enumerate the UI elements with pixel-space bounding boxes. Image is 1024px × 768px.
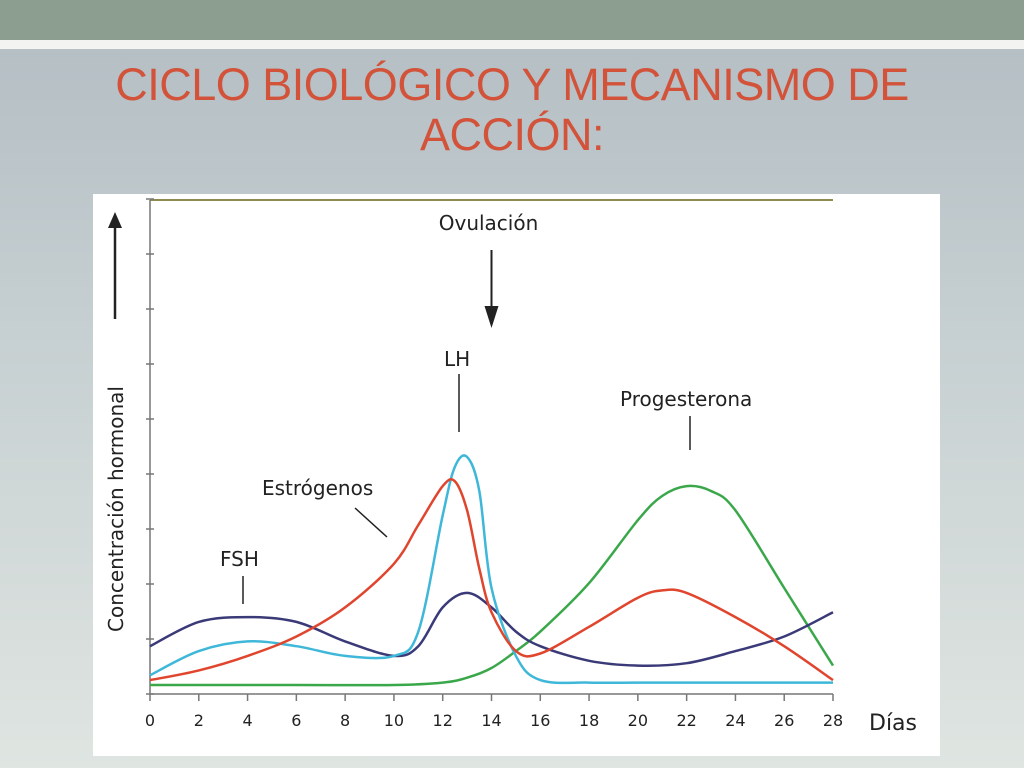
x-tick-label: 26 <box>774 711 794 730</box>
x-tick-label: 18 <box>579 711 599 730</box>
ovulation-arrow-icon <box>484 306 499 328</box>
series-line-progesterona <box>149 484 835 687</box>
hormone-cycle-chart: 0 2 4 6 8 10 12 14 16 18 20 22 24 26 28 Concentración … <box>104 198 917 736</box>
x-tick-label: 24 <box>725 711 745 730</box>
y-axis-ticks <box>146 198 154 695</box>
x-tick-label: 6 <box>291 711 301 730</box>
slide-title: CICLO BIOLÓGICO Y MECANISMO DE ACCIÓN: <box>40 60 984 160</box>
estrogenos-leader-line <box>354 507 388 538</box>
top-accent-bar <box>0 0 1024 40</box>
x-tick-label: 0 <box>145 711 155 730</box>
x-tick-label: 8 <box>340 711 350 730</box>
series-layer <box>149 454 835 687</box>
series-label-lh: LH <box>444 347 470 371</box>
series-label-estrogenos: Estrógenos <box>262 476 373 500</box>
x-tick-label: 22 <box>676 711 696 730</box>
series-line-estrogenos <box>149 477 834 682</box>
series-label-fsh: FSH <box>220 547 259 571</box>
slide-title-line2: ACCIÓN: <box>419 109 605 160</box>
ovulation-annotation-label: Ovulación <box>439 211 539 235</box>
chart-panel: 0 2 4 6 8 10 12 14 16 18 20 22 24 26 28 Concentración … <box>93 194 940 756</box>
series-line-fsh <box>149 591 834 667</box>
x-tick-label: 20 <box>628 711 648 730</box>
top-accent-line <box>0 40 1024 49</box>
x-tick-label: 16 <box>530 711 550 730</box>
x-axis-ticks: 0 2 4 6 8 10 12 14 16 18 20 22 24 26 28 <box>145 694 843 730</box>
slide-title-line1: CICLO BIOLÓGICO Y MECANISMO DE <box>115 59 909 110</box>
x-tick-label: 4 <box>242 711 252 730</box>
x-tick-label: 14 <box>481 711 501 730</box>
series-line-lh <box>149 454 833 685</box>
x-tick-label: 12 <box>433 711 453 730</box>
y-axis-label: Concentración hormonal <box>104 386 128 632</box>
y-axis-arrow-icon <box>108 212 122 228</box>
x-axis-label: Días <box>869 711 917 736</box>
x-tick-label: 2 <box>194 711 204 730</box>
series-label-progesterona: Progesterona <box>620 387 752 411</box>
x-tick-label: 28 <box>823 711 843 730</box>
x-tick-label: 10 <box>384 711 404 730</box>
